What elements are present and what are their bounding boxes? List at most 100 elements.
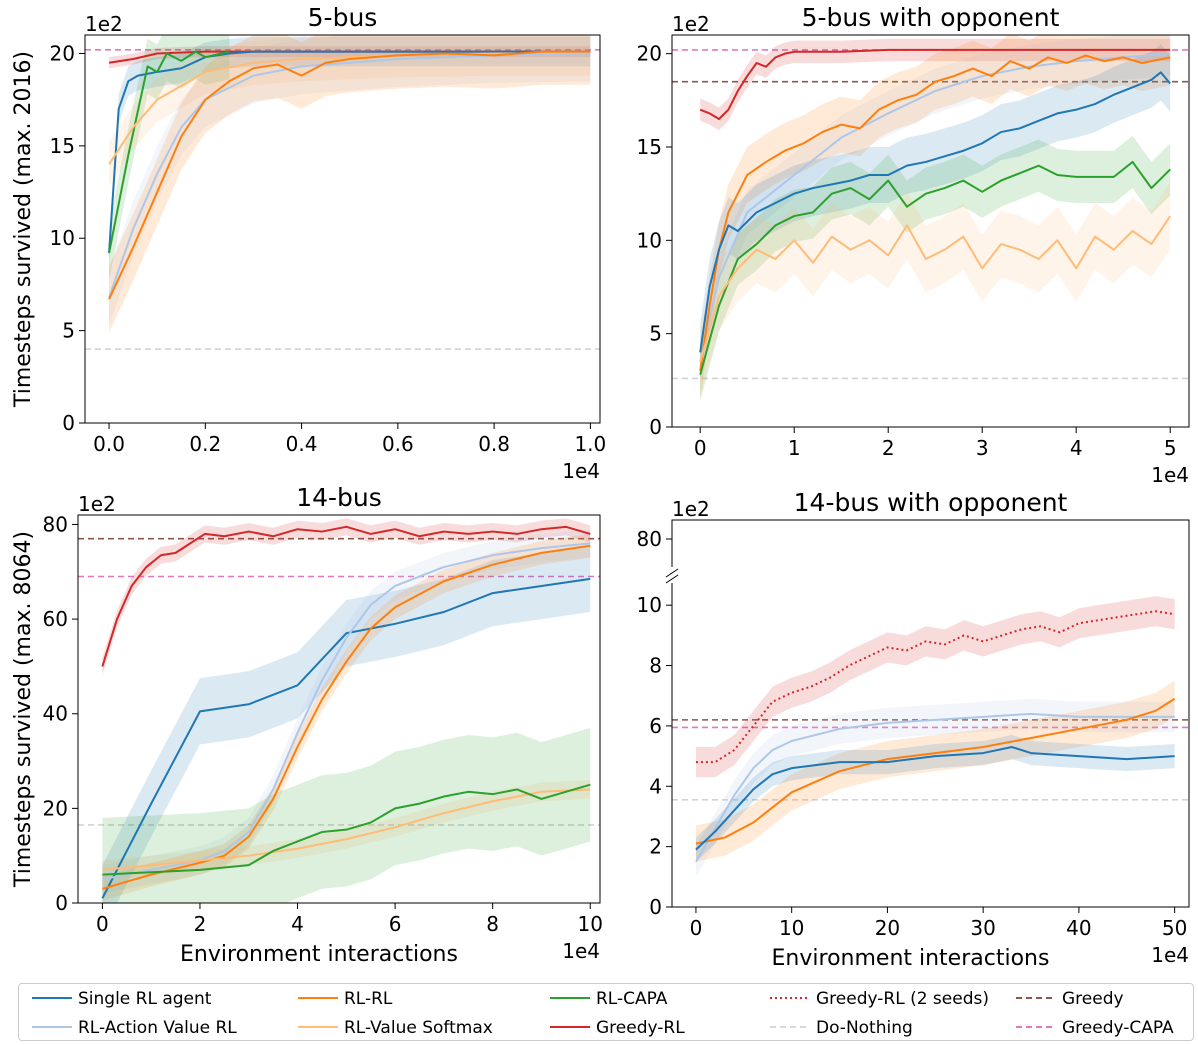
xtick-label: 3 — [976, 436, 989, 460]
band-greedy-rl — [102, 518, 591, 675]
series-line-rl-rl — [108, 50, 591, 300]
series-line-rl-value-softmax — [102, 788, 591, 871]
xtick-label: 0.0 — [93, 432, 125, 456]
x-multiplier: 1e4 — [562, 459, 600, 483]
xtick-label: 2 — [194, 912, 207, 936]
legend-label-rl-rl: RL-RL — [344, 989, 393, 1009]
plot-frame — [671, 34, 1190, 428]
axis-break-mark — [665, 568, 679, 578]
ytick-label: 15 — [637, 135, 662, 159]
ytick-label: 6 — [649, 714, 662, 738]
legend-entries: Single RL agent RL-RL RL-CAPA Greedy-RL (2 … — [32, 989, 1174, 1038]
xtick-label: 0.8 — [478, 432, 510, 456]
chart-title: 5-bus with opponent — [802, 3, 1060, 32]
xtick-label: 30 — [970, 916, 995, 940]
y-multiplier: 1e2 — [672, 497, 710, 521]
legend-label-rl-value-softmax: RL-Value Softmax — [344, 1018, 493, 1038]
band-rl-action-value-rl — [695, 698, 1175, 877]
xtick-label: 10 — [779, 916, 804, 940]
ytick-label: 20 — [50, 41, 75, 65]
series-line-rl-action-value-rl — [108, 52, 591, 298]
xtick-label: 50 — [1162, 916, 1187, 940]
xtick-label: 6 — [389, 912, 402, 936]
series-line-rl-capa — [699, 160, 1171, 375]
legend-label-do-nothing: Do-Nothing — [816, 1018, 913, 1038]
series-line-greedy-rl — [101, 525, 591, 667]
band-rl-capa — [700, 135, 1171, 401]
band-rl-rl — [102, 533, 591, 901]
xtick-label: 4 — [1070, 436, 1083, 460]
legend — [18, 983, 1194, 1041]
ytick-label: 10 — [637, 593, 662, 617]
x-axis-label: Environment interactions — [772, 946, 1050, 971]
chart-panel-3: 0 2 4 6 8 10 0 20 40 60 80 1e2 1e4 14-bus Environment … — [11, 483, 603, 967]
ytick-label: 20 — [43, 796, 68, 820]
series-line-rl-capa — [102, 783, 591, 876]
xtick-label: 20 — [875, 916, 900, 940]
legend-label-rl-capa: RL-CAPA — [596, 989, 668, 1009]
band-greedy-rl — [700, 38, 1171, 131]
x-axis-label: Environment interactions — [180, 942, 458, 967]
ytick-label: 40 — [43, 702, 68, 726]
chart-panel-2: 0 1 2 3 4 5 0 5 10 15 20 1e2 1e4 5-bus with opponent — [637, 3, 1190, 487]
axis-break-mark — [665, 574, 679, 584]
ytick-label: 10 — [637, 228, 662, 252]
band-greedy-rl-2-seeds — [695, 596, 1175, 778]
series-line-rl-action-value-rl — [102, 542, 591, 881]
xtick-label: 0.6 — [382, 432, 414, 456]
ytick-label: 10 — [50, 226, 75, 250]
band-single-rl-agent — [695, 734, 1175, 862]
xtick-label: 1.0 — [574, 432, 606, 456]
series-line-single-rl-agent — [101, 577, 591, 899]
plot-frame — [671, 519, 1190, 908]
xtick-label: 0 — [96, 912, 109, 936]
xtick-label: 0 — [694, 436, 707, 460]
ytick-label: 5 — [649, 322, 662, 346]
ytick-label: 2 — [649, 835, 662, 859]
band-rl-capa — [109, 35, 230, 281]
chart-panel-1: 0.0 0.2 0.4 0.6 0.8 1.0 0 5 10 15 20 1e2 1e4 5-bus Tim… — [11, 3, 606, 483]
plot-frame — [77, 514, 601, 904]
series-line-rl-action-value-rl — [695, 712, 1175, 863]
legend-label-greedy-rl: Greedy-RL — [596, 1018, 685, 1038]
legend-label-single-rl-agent: Single RL agent — [78, 989, 212, 1009]
xtick-label: 0.4 — [286, 432, 318, 456]
band-single-rl-agent — [102, 545, 591, 903]
legend-label-greedy: Greedy — [1062, 989, 1124, 1009]
y-axis-label: Timesteps survived (max. 2016) — [11, 51, 36, 408]
ytick-label: 80 — [637, 527, 662, 551]
band-rl-rl — [700, 35, 1171, 399]
x-multiplier: 1e4 — [1151, 943, 1189, 967]
band-rl-value-softmax — [700, 182, 1171, 396]
ytick-label: 0 — [62, 411, 75, 435]
band-rl-action-value-rl — [102, 529, 591, 894]
chart-title: 14-bus with opponent — [794, 488, 1068, 517]
y-multiplier: 1e2 — [672, 12, 710, 36]
y-multiplier: 1e2 — [85, 12, 123, 36]
ytick-label: 80 — [43, 512, 68, 536]
band-rl-rl — [695, 680, 1175, 862]
legend-label-greedy-rl-2-seeds: Greedy-RL (2 seeds) — [816, 989, 989, 1009]
xtick-label: 8 — [486, 912, 499, 936]
series-line-rl-rl — [695, 697, 1176, 845]
y-axis-label: Timesteps survived (max. 8064) — [11, 531, 36, 888]
series-line-single-rl-agent — [699, 71, 1171, 353]
x-multiplier: 1e4 — [562, 939, 600, 963]
band-rl-action-value-rl — [109, 35, 591, 326]
x-multiplier: 1e4 — [1151, 463, 1189, 487]
band-rl-rl — [109, 35, 591, 333]
series-line-rl-rl — [699, 54, 1171, 372]
xtick-label: 5 — [1164, 436, 1177, 460]
band-rl-capa — [102, 727, 591, 903]
xtick-label: 0.2 — [189, 432, 221, 456]
ytick-label: 5 — [62, 319, 75, 343]
series-line-greedy-rl-2-seeds — [695, 610, 1175, 764]
series-line-rl-action-value-rl — [699, 52, 1171, 362]
chart-title: 5-bus — [308, 3, 378, 32]
xtick-label: 1 — [788, 436, 801, 460]
series-line-rl-value-softmax — [699, 215, 1172, 362]
ytick-label: 0 — [649, 415, 662, 439]
xtick-label: 0 — [690, 916, 703, 940]
ytick-label: 15 — [50, 134, 75, 158]
